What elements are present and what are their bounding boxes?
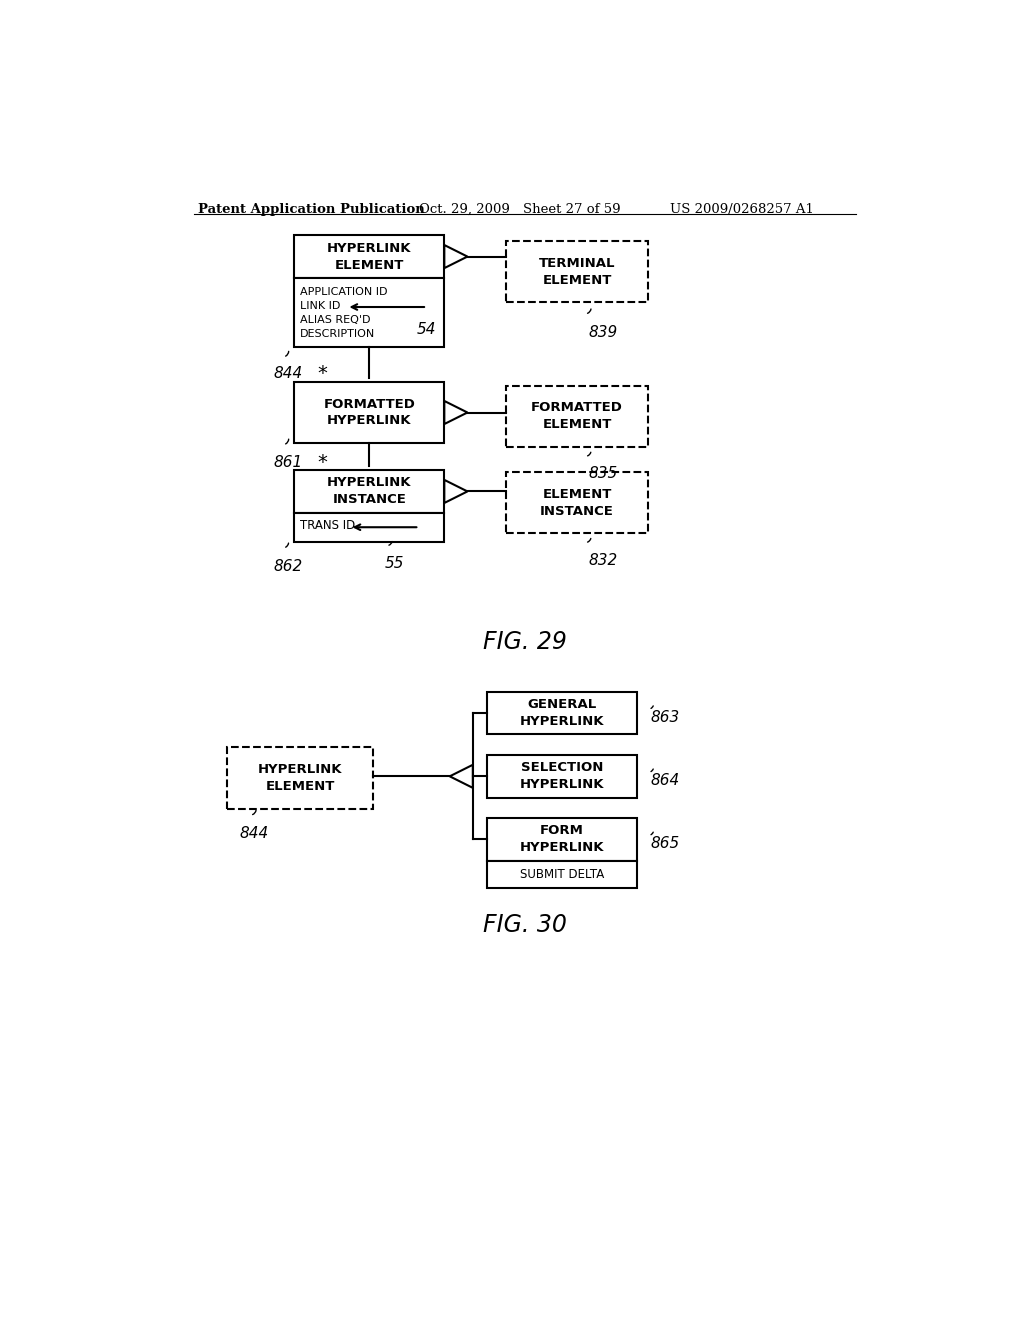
Text: APPLICATION ID
LINK ID
ALIAS REQ'D
DESCRIPTION: APPLICATION ID LINK ID ALIAS REQ'D DESCR… [300, 286, 388, 339]
Bar [294, 277, 444, 347]
Text: 844: 844 [240, 826, 269, 841]
Text: GENERAL
HYPERLINK: GENERAL HYPERLINK [519, 698, 604, 729]
Text: 835: 835 [589, 466, 617, 482]
Text: US 2009/0268257 A1: US 2009/0268257 A1 [670, 203, 813, 216]
Text: 832: 832 [589, 553, 617, 568]
Text: FORM
HYPERLINK: FORM HYPERLINK [519, 825, 604, 854]
Bar [294, 512, 444, 543]
Text: TRANS ID: TRANS ID [300, 519, 355, 532]
Text: *: * [316, 364, 327, 383]
Text: Oct. 29, 2009: Oct. 29, 2009 [419, 203, 510, 216]
Text: 54: 54 [417, 322, 436, 338]
Text: HYPERLINK
ELEMENT: HYPERLINK ELEMENT [327, 242, 412, 272]
Text: 863: 863 [650, 710, 680, 725]
Text: TERMINAL
ELEMENT: TERMINAL ELEMENT [539, 256, 615, 286]
Text: Patent Application Publication: Patent Application Publication [199, 203, 425, 216]
Text: FORMATTED
ELEMENT: FORMATTED ELEMENT [531, 401, 623, 432]
Text: 865: 865 [650, 836, 680, 851]
Text: 55: 55 [385, 556, 404, 570]
Text: HYPERLINK
INSTANCE: HYPERLINK INSTANCE [327, 477, 412, 507]
Bar [486, 692, 637, 734]
Text: SELECTION
HYPERLINK: SELECTION HYPERLINK [519, 762, 604, 791]
Text: 864: 864 [650, 772, 680, 788]
Text: FORMATTED
HYPERLINK: FORMATTED HYPERLINK [324, 397, 415, 428]
Text: HYPERLINK
ELEMENT: HYPERLINK ELEMENT [258, 763, 342, 793]
Text: 839: 839 [589, 326, 617, 341]
Text: 844: 844 [273, 367, 302, 381]
Bar [486, 861, 637, 887]
Text: FIG. 29: FIG. 29 [483, 630, 566, 653]
Bar [506, 240, 648, 302]
Text: ELEMENT
INSTANCE: ELEMENT INSTANCE [541, 487, 614, 517]
Polygon shape [444, 246, 467, 268]
Text: 861: 861 [273, 455, 302, 470]
Text: SUBMIT DELTA: SUBMIT DELTA [519, 867, 604, 880]
Bar [506, 471, 648, 533]
Polygon shape [450, 764, 473, 788]
Text: FIG. 30: FIG. 30 [483, 913, 566, 937]
Bar [226, 747, 373, 809]
Polygon shape [444, 480, 467, 503]
Bar [294, 235, 444, 277]
Bar [506, 385, 648, 447]
Text: *: * [316, 453, 327, 471]
Bar [486, 818, 637, 861]
Text: 862: 862 [273, 558, 302, 574]
Bar [294, 381, 444, 444]
Polygon shape [444, 401, 467, 424]
Bar [486, 755, 637, 797]
Bar [294, 470, 444, 512]
Text: Sheet 27 of 59: Sheet 27 of 59 [523, 203, 621, 216]
